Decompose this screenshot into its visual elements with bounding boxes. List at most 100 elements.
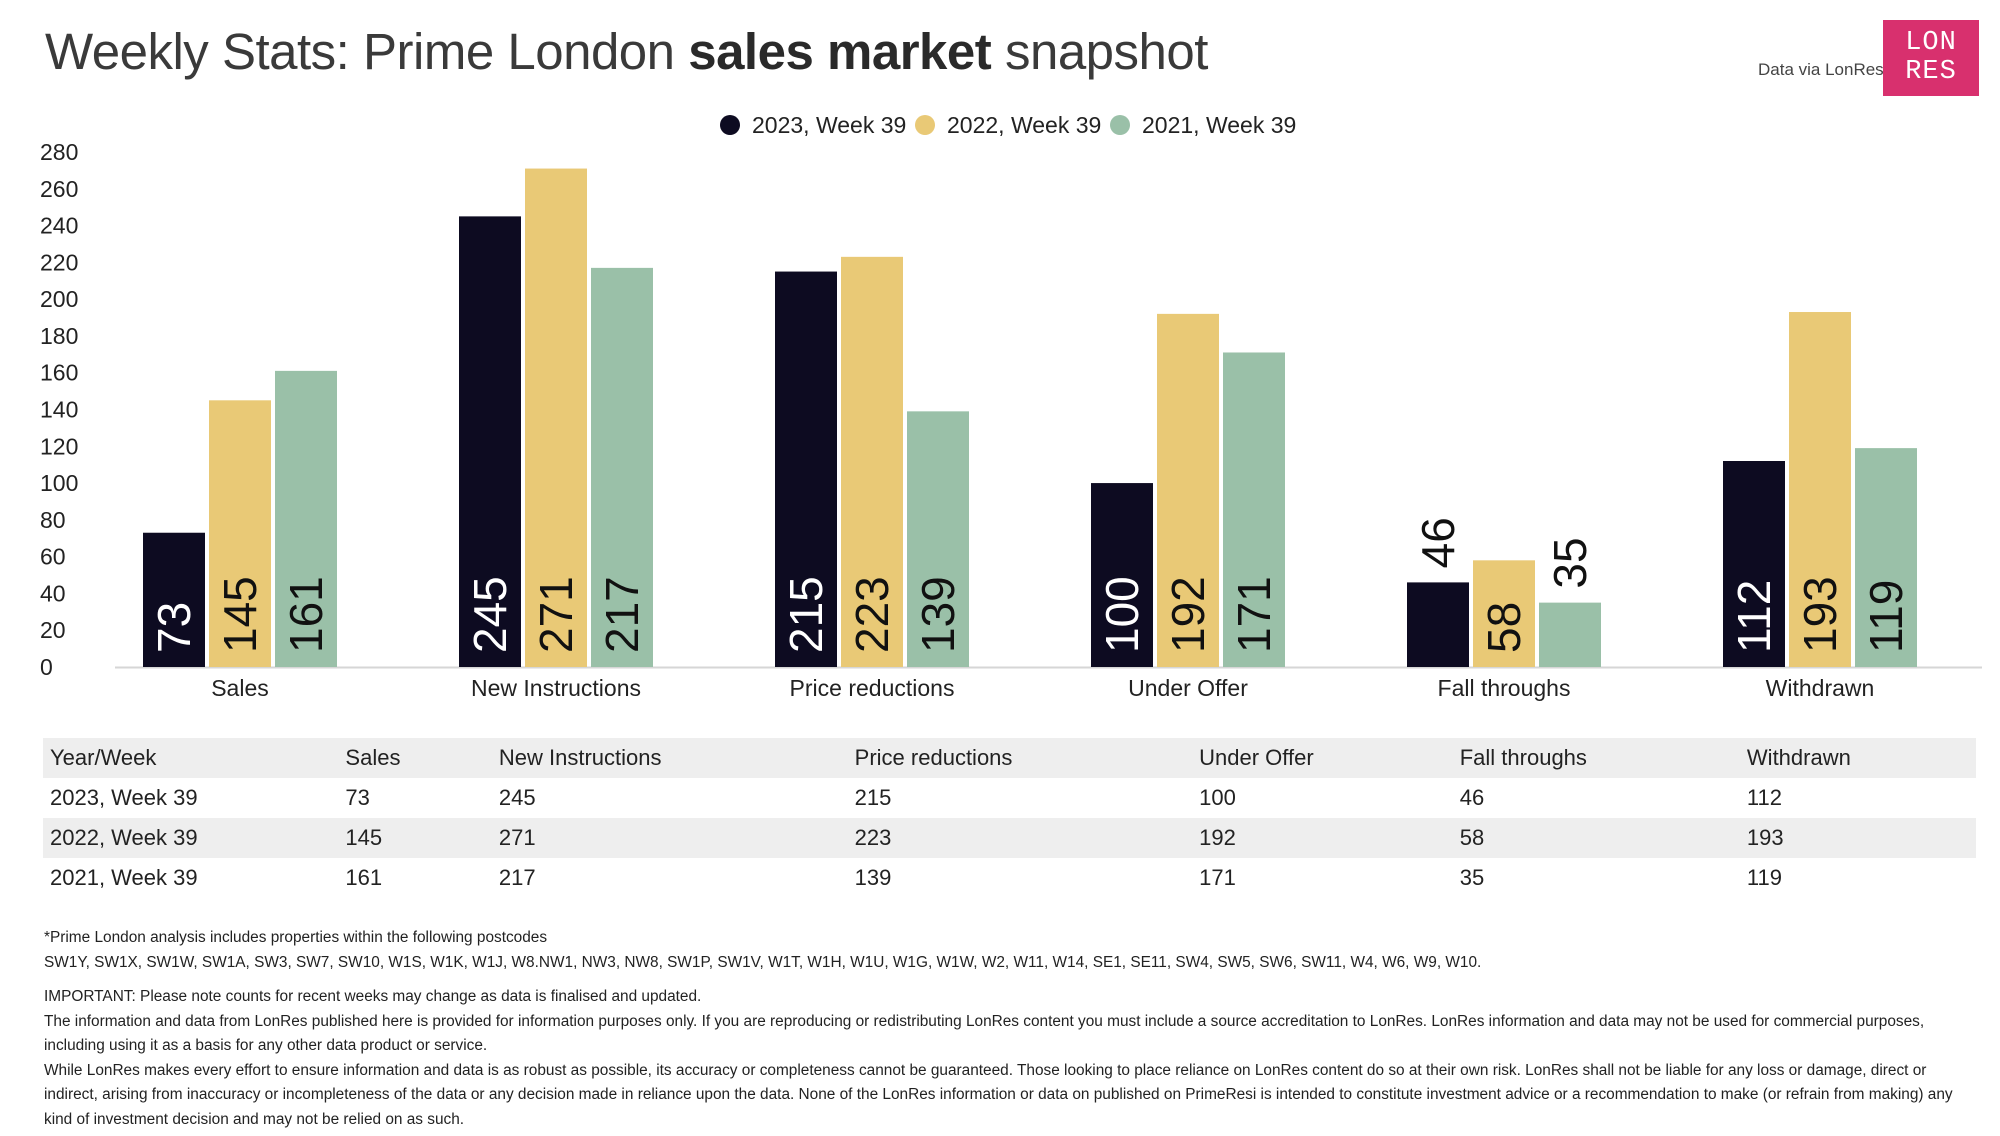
data-label: 35 (1544, 537, 1596, 588)
table-header-cell: Fall throughs (1459, 745, 1587, 770)
y-tick-label: 260 (40, 176, 78, 202)
data-label: 73 (148, 602, 200, 653)
title-suffix: snapshot (991, 23, 1209, 80)
bar (591, 267, 653, 667)
table-row: 2023, Week 39 73 245 215 100 46 112 (43, 778, 1976, 818)
y-tick-label: 240 (40, 213, 78, 239)
table-cell: 223 (854, 825, 892, 850)
y-tick-label: 20 (40, 617, 66, 643)
bar (1473, 560, 1535, 667)
legend-label: 2021, Week 39 (1142, 112, 1296, 138)
y-tick-label: 180 (40, 323, 78, 349)
y-tick-label: 120 (40, 433, 78, 459)
table-header-row: Year/Week Sales New Instructions Price redu… (43, 738, 1976, 778)
data-label: 171 (1228, 576, 1280, 653)
table-header-cell: Sales (345, 745, 401, 770)
logo-line-1: LON (1905, 28, 1957, 58)
page-title: Weekly Stats: Prime London sales market … (45, 22, 1208, 81)
source-note: Data via LonRes (1758, 60, 1884, 79)
y-tick-label: 200 (40, 286, 78, 312)
table-cell: 119 (1746, 865, 1782, 890)
bar (1723, 461, 1785, 667)
table-cell: 161 (345, 865, 383, 890)
data-label: 58 (1478, 602, 1530, 653)
data-label: 161 (280, 576, 332, 653)
table-header-cell: New Instructions (498, 745, 662, 770)
bar (1789, 312, 1851, 667)
data-label: 100 (1096, 576, 1148, 653)
table-cell: 73 (345, 785, 370, 810)
x-tick-label: Sales (211, 675, 269, 701)
legend-label: 2023, Week 39 (752, 112, 906, 138)
y-tick-label: 140 (40, 397, 78, 423)
data-label: 271 (530, 576, 582, 653)
y-tick-label: 160 (40, 360, 78, 386)
legend-marker (1110, 115, 1130, 135)
data-label: 217 (596, 576, 648, 653)
postcode-intro: *Prime London analysis includes properti… (44, 929, 548, 946)
table-cell: 192 (1199, 825, 1236, 850)
table-cell: 145 (345, 825, 383, 850)
bar (775, 271, 837, 667)
table-header-cell: Year/Week (50, 745, 157, 770)
data-label: 223 (846, 576, 898, 653)
legend-marker (720, 115, 740, 135)
table-cell: 35 (1459, 865, 1485, 890)
logo-line-2: RES (1905, 57, 1957, 87)
bar-chart: 0 20 40 60 80 100 120 140 160 180 200 220 240 260 280 7… (40, 112, 1982, 701)
footnotes: *Prime London analysis includes properti… (44, 926, 1974, 1132)
table-row: 2022, Week 39 145 271 223 192 58 193 (43, 818, 1976, 858)
data-label: 112 (1728, 580, 1780, 653)
info-note: The information and data from LonRes pub… (44, 1012, 1925, 1055)
bar (1223, 352, 1285, 667)
bar (1157, 313, 1219, 667)
data-label: 245 (464, 576, 516, 653)
bar (143, 532, 205, 667)
data-label: 46 (1412, 517, 1464, 568)
legend-label: 2022, Week 39 (947, 112, 1101, 138)
y-tick-label: 0 (40, 654, 53, 680)
table-cell: 217 (498, 865, 536, 890)
lonres-logo: LON RES (1883, 20, 1979, 96)
bar (209, 400, 271, 667)
table-cell: 100 (1199, 785, 1236, 810)
bar (1091, 483, 1153, 667)
data-label: 119 (1860, 580, 1912, 653)
table-cell: 2023, Week 39 (50, 785, 198, 810)
bar (275, 370, 337, 667)
table-cell: 271 (498, 825, 536, 850)
table-cell: 112 (1746, 785, 1782, 810)
legend-marker (915, 115, 935, 135)
data-table: Year/Week Sales New Instructions Price redu… (43, 738, 1976, 898)
x-tick-label: Fall throughs (1438, 675, 1571, 701)
title-prefix: Weekly Stats: Prime London (45, 23, 689, 80)
y-tick-label: 100 (40, 470, 78, 496)
bar (459, 216, 521, 667)
table-cell: 139 (854, 865, 892, 890)
title-emphasis: sales market (688, 23, 992, 80)
disclaimer-note: While LonRes makes every effort to ensur… (44, 1061, 1953, 1128)
table-header-cell: Withdrawn (1746, 745, 1851, 770)
table-cell: 2022, Week 39 (50, 825, 198, 850)
table-cell: 215 (854, 785, 892, 810)
x-tick-label: Withdrawn (1766, 675, 1875, 701)
bar (1407, 582, 1469, 667)
table-row: 2021, Week 39 161 217 139 171 35 119 (43, 858, 1976, 898)
bar (907, 411, 969, 667)
table-cell: 58 (1459, 825, 1485, 850)
bar (1539, 602, 1601, 667)
table-header-cell: Price reductions (854, 745, 1013, 770)
y-tick-label: 60 (40, 544, 66, 570)
data-label: 145 (214, 576, 266, 653)
table-cell: 46 (1459, 785, 1485, 810)
table-cell: 2021, Week 39 (50, 865, 198, 890)
table-cell: 245 (498, 785, 536, 810)
data-label: 193 (1794, 576, 1846, 653)
x-tick-label: New Instructions (471, 675, 641, 701)
x-tick-label: Under Offer (1128, 675, 1248, 701)
bar (841, 256, 903, 667)
postcode-list: SW1Y, SW1X, SW1W, SW1A, SW3, SW7, SW10, … (44, 953, 1482, 971)
table-header-cell: Under Offer (1199, 745, 1314, 770)
bar (1855, 448, 1917, 667)
table-cell: 193 (1746, 825, 1784, 850)
